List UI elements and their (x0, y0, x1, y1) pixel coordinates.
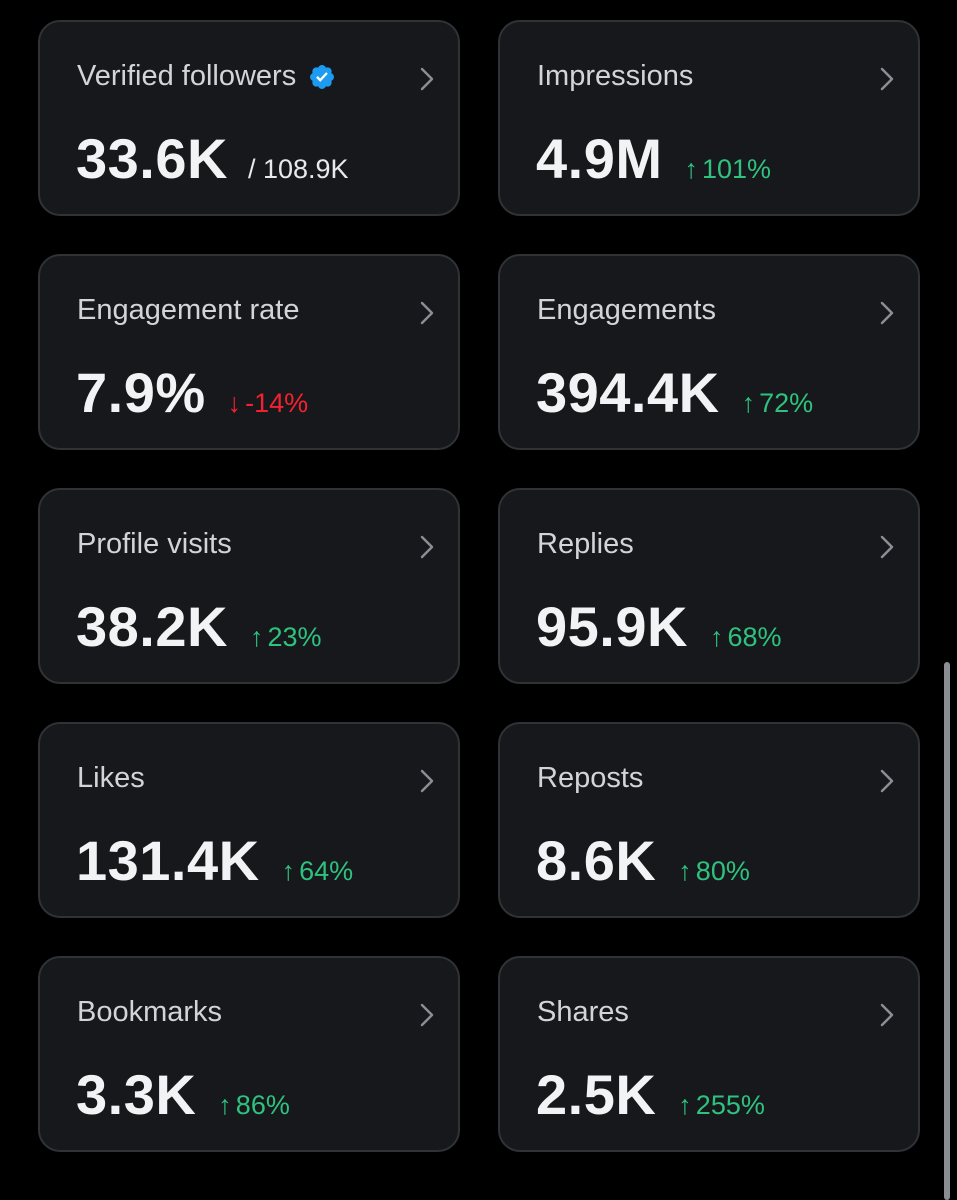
card-title: Profile visits (77, 528, 232, 560)
delta-value: 64% (299, 856, 354, 886)
card-engagement-rate[interactable]: Engagement rate 7.9% ↓ -14% (38, 254, 460, 450)
card-profile-visits[interactable]: Profile visits 38.2K ↑ 23% (38, 488, 460, 684)
metric-value: 33.6K (76, 127, 228, 190)
metric-row: 33.6K / 108.9K (76, 126, 349, 191)
delta-value: 23% (267, 622, 322, 652)
arrow-up-icon: ↑ (249, 622, 264, 652)
metric-delta: ↑ 86% (218, 1090, 290, 1121)
chevron-right-icon (880, 769, 894, 793)
metric-row: 3.3K ↑ 86% (76, 1062, 290, 1127)
arrow-up-icon: ↑ (218, 1090, 232, 1120)
arrow-down-icon: ↓ (227, 388, 242, 418)
metric-value: 8.6K (536, 829, 657, 892)
chevron-right-icon (420, 301, 434, 325)
metric-row: 95.9K ↑ 68% (536, 594, 781, 659)
metric-value: 38.2K (76, 595, 228, 658)
metric-value: 2.5K (536, 1063, 657, 1126)
card-title: Shares (537, 996, 629, 1028)
metric-delta: ↑ 80% (678, 856, 750, 887)
card-title: Engagement rate (77, 294, 300, 326)
metric-row: 38.2K ↑ 23% (76, 594, 321, 659)
metric-row: 131.4K ↑ 64% (76, 828, 353, 893)
chevron-right-icon (420, 1003, 434, 1027)
delta-value: 255% (695, 1090, 765, 1120)
metric-delta: ↓ -14% (228, 388, 309, 419)
chevron-right-icon (420, 535, 434, 559)
card-title-label: Verified followers (77, 60, 297, 92)
card-title: Impressions (537, 60, 694, 92)
card-title: Engagements (537, 294, 716, 326)
metric-delta: ↑ 64% (282, 856, 354, 887)
metric-delta: ↑ 68% (710, 622, 782, 653)
metric-value: 131.4K (76, 829, 260, 892)
arrow-up-icon: ↑ (684, 154, 699, 184)
card-verified-followers[interactable]: Verified followers 33.6K / 108.9K (38, 20, 460, 216)
delta-value: 101% (702, 154, 772, 184)
card-shares[interactable]: Shares 2.5K ↑ 255% (498, 956, 920, 1152)
metric-delta: ↑ 255% (678, 1090, 765, 1121)
chevron-right-icon (880, 535, 894, 559)
arrow-up-icon: ↑ (281, 856, 296, 886)
metric-row: 7.9% ↓ -14% (76, 360, 308, 425)
metrics-grid: Verified followers 33.6K / 108.9K Impres… (38, 20, 920, 1152)
metric-value: 7.9% (76, 361, 206, 424)
metric-value: 394.4K (536, 361, 720, 424)
metric-value: 3.3K (76, 1063, 197, 1126)
metric-delta: ↑ 101% (685, 154, 772, 185)
chevron-right-icon (420, 67, 434, 91)
metric-row: 8.6K ↑ 80% (536, 828, 750, 893)
card-likes[interactable]: Likes 131.4K ↑ 64% (38, 722, 460, 918)
delta-value: 68% (727, 622, 782, 652)
chevron-right-icon (880, 301, 894, 325)
chevron-right-icon (880, 1003, 894, 1027)
metric-row: 4.9M ↑ 101% (536, 126, 771, 191)
chevron-right-icon (420, 769, 434, 793)
scrollbar-thumb[interactable] (944, 662, 950, 1200)
metric-row: 2.5K ↑ 255% (536, 1062, 765, 1127)
metric-delta: ↑ 72% (742, 388, 814, 419)
card-title: Reposts (537, 762, 644, 794)
delta-value: 80% (695, 856, 750, 886)
delta-value: -14% (245, 388, 309, 418)
metric-row: 394.4K ↑ 72% (536, 360, 813, 425)
metric-delta: ↑ 23% (250, 622, 322, 653)
card-title: Replies (537, 528, 634, 560)
verified-badge-icon (310, 64, 335, 89)
card-title: Likes (77, 762, 145, 794)
metric-value: 95.9K (536, 595, 688, 658)
card-engagements[interactable]: Engagements 394.4K ↑ 72% (498, 254, 920, 450)
card-impressions[interactable]: Impressions 4.9M ↑ 101% (498, 20, 920, 216)
chevron-right-icon (880, 67, 894, 91)
delta-value: 86% (235, 1090, 290, 1120)
card-bookmarks[interactable]: Bookmarks 3.3K ↑ 86% (38, 956, 460, 1152)
card-replies[interactable]: Replies 95.9K ↑ 68% (498, 488, 920, 684)
arrow-up-icon: ↑ (741, 388, 756, 418)
metric-value: 4.9M (536, 127, 663, 190)
card-title: Verified followers (77, 60, 336, 93)
arrow-up-icon: ↑ (678, 1090, 692, 1120)
arrow-up-icon: ↑ (709, 622, 724, 652)
card-title: Bookmarks (77, 996, 223, 1028)
card-reposts[interactable]: Reposts 8.6K ↑ 80% (498, 722, 920, 918)
arrow-up-icon: ↑ (678, 856, 692, 886)
metric-total: / 108.9K (247, 154, 349, 184)
delta-value: 72% (759, 388, 814, 418)
